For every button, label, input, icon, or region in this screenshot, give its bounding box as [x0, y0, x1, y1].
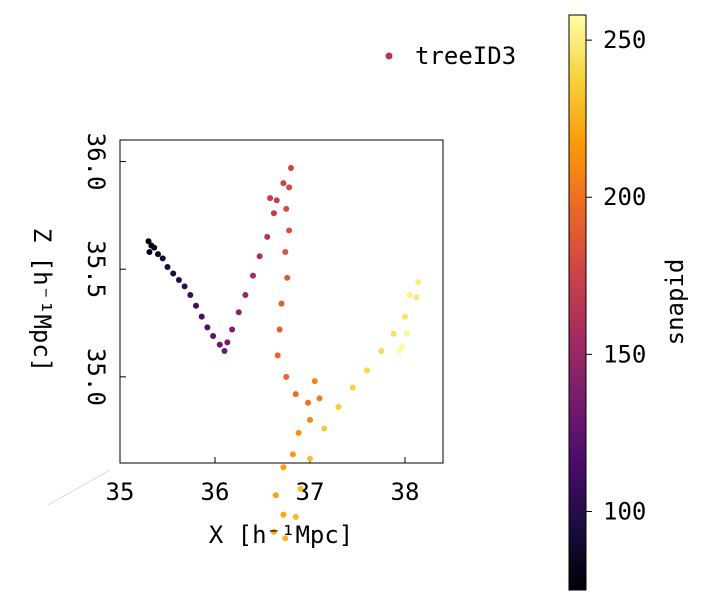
- data-point: [216, 341, 223, 348]
- data-point: [155, 251, 161, 258]
- legend: treeID3: [385, 42, 516, 70]
- x-tick-label: 37: [296, 478, 325, 506]
- data-point: [321, 425, 328, 432]
- data-point: [335, 404, 342, 411]
- data-point: [280, 180, 287, 187]
- data-point: [289, 451, 296, 458]
- data-point: [378, 348, 385, 355]
- data-point: [280, 511, 287, 518]
- data-point: [270, 210, 277, 217]
- x-tick-label: 36: [201, 478, 230, 506]
- colorbar-gradient: [568, 14, 587, 591]
- data-point: [267, 195, 274, 202]
- data-point: [210, 332, 217, 339]
- data-point: [282, 248, 289, 255]
- colorbar-tick-label: 200: [603, 183, 646, 211]
- colorbar-tick-label: 100: [603, 497, 646, 525]
- z-tick-label: 35.0: [82, 348, 110, 406]
- x-tick-label: 38: [391, 478, 420, 506]
- x-axis: 35 36 37 38: [106, 457, 420, 506]
- z-tick-label: 36.0: [82, 133, 110, 191]
- data-point: [406, 292, 413, 299]
- data-point: [276, 326, 283, 333]
- colorbar-tick-label: 150: [603, 340, 646, 368]
- data-point: [292, 513, 299, 520]
- data-point: [278, 300, 285, 307]
- data-point: [297, 485, 304, 492]
- data-point: [311, 378, 318, 385]
- data-point: [181, 283, 188, 290]
- z-axis: 35.0 35.5 36.0: [82, 133, 126, 406]
- data-point: [250, 272, 256, 279]
- data-point: [399, 343, 406, 350]
- data-point: [413, 294, 420, 301]
- colorbar-tick-label: 250: [603, 26, 646, 54]
- data-point: [316, 395, 323, 402]
- data-point: [273, 197, 280, 204]
- data-point: [170, 270, 177, 277]
- colorbar-label: snapid: [661, 259, 689, 346]
- data-point: [256, 253, 263, 260]
- legend-label: treeID3: [415, 42, 516, 70]
- data-point: [415, 279, 422, 286]
- scatter-points: [145, 164, 422, 542]
- data-point: [264, 233, 271, 240]
- data-point: [221, 348, 228, 355]
- x-axis-label: X [h⁻¹Mpc]: [209, 521, 354, 549]
- data-point: [159, 255, 166, 262]
- data-point: [193, 302, 199, 309]
- data-point: [145, 238, 152, 245]
- z-tick-label: 35.5: [82, 240, 110, 298]
- data-point: [229, 326, 236, 333]
- colorbar: 100 150 200 250 snapid: [568, 14, 689, 591]
- x-tick-label: 35: [106, 478, 135, 506]
- data-point: [151, 244, 158, 251]
- legend-marker: [385, 52, 393, 60]
- data-point: [235, 309, 242, 316]
- data-point: [146, 248, 153, 255]
- data-point: [286, 227, 293, 234]
- data-point: [242, 292, 249, 299]
- data-point: [305, 399, 312, 406]
- data-point: [198, 313, 205, 320]
- data-point: [274, 352, 281, 359]
- data-point: [402, 313, 408, 320]
- data-point: [283, 373, 290, 380]
- data-point: [270, 528, 277, 535]
- data-point: [224, 339, 231, 346]
- data-point: [390, 330, 397, 337]
- data-point: [282, 535, 289, 542]
- data-point: [187, 292, 194, 299]
- data-point: [175, 276, 182, 283]
- data-point: [295, 429, 302, 436]
- data-point: [292, 391, 299, 398]
- data-point: [396, 348, 403, 355]
- data-point: [283, 205, 290, 212]
- data-point: [288, 164, 294, 171]
- pane-edge: [47, 469, 111, 506]
- z-axis-label: Z [h⁻¹Mpc]: [28, 228, 56, 373]
- data-point: [204, 324, 211, 331]
- data-point: [286, 184, 293, 191]
- data-point: [403, 330, 410, 337]
- plot-frame: [119, 139, 444, 464]
- data-point: [280, 464, 287, 471]
- data-point: [364, 367, 370, 374]
- data-point: [164, 264, 171, 271]
- data-point: [307, 455, 313, 462]
- data-point: [307, 416, 313, 423]
- data-point: [272, 492, 279, 499]
- data-point: [349, 384, 356, 391]
- data-point: [284, 274, 291, 281]
